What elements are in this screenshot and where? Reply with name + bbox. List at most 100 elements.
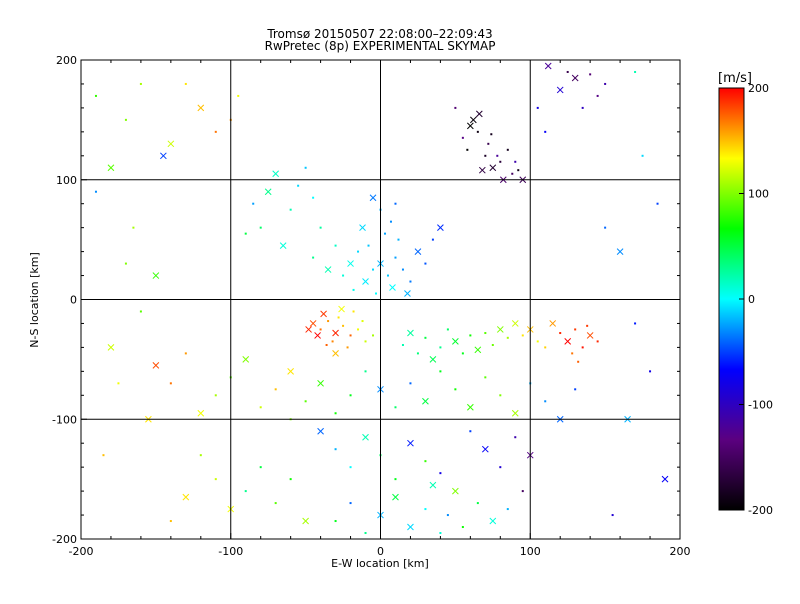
y-axis-label: N-S location [km]	[28, 252, 41, 348]
scatter-point	[304, 166, 307, 169]
scatter-point-x	[359, 224, 366, 232]
scatter-point-x	[481, 445, 489, 453]
scatter-point-x	[332, 329, 339, 337]
scatter-point	[383, 232, 386, 235]
y-tick-label: -100	[52, 413, 77, 426]
scatter-point	[409, 382, 412, 385]
scatter-point	[499, 466, 502, 469]
scatter-point	[424, 262, 427, 265]
scatter-point	[634, 70, 637, 73]
scatter-point	[566, 70, 569, 73]
scatter-point-x	[511, 409, 519, 417]
scatter-point-x	[469, 116, 477, 124]
scatter-point-x	[317, 427, 324, 435]
scatter-point-x	[369, 194, 377, 202]
scatter-point	[536, 340, 539, 343]
scatter-point	[461, 352, 464, 355]
scatter-point	[581, 106, 584, 109]
scatter-point-x	[549, 320, 557, 327]
scatter-point-x	[478, 166, 486, 174]
scatter-point-x	[167, 140, 175, 148]
scatter-point	[342, 324, 345, 327]
scatter-point-x	[279, 242, 287, 249]
colorbar-ticks: 200 100 0 -100 -200	[739, 82, 773, 517]
scatter-point	[394, 202, 397, 205]
scatter-point-x	[489, 517, 497, 525]
scatter-point	[604, 226, 607, 229]
scatter-point-x	[347, 260, 354, 267]
scatter-point-x	[338, 305, 345, 313]
chart-subtitle: RwPretec (8p) EXPERIMENTAL SKYMAP	[265, 39, 496, 53]
scatter-point	[199, 454, 202, 457]
scatter-point	[214, 478, 217, 481]
scatter-point	[487, 142, 490, 145]
scatter-point-x	[302, 517, 309, 525]
scatter-point-x	[414, 248, 422, 255]
scatter-point	[424, 508, 427, 511]
scatter-point-x	[429, 481, 437, 489]
scatter-point-x	[197, 104, 205, 112]
scatter-point	[214, 394, 217, 397]
scatter-point	[461, 136, 464, 139]
scatter-point	[352, 310, 355, 313]
scatter-point	[244, 490, 247, 493]
scatter-point-x	[392, 493, 399, 501]
scatter-point-x	[320, 310, 327, 318]
scatter-point	[446, 514, 449, 517]
scatter-point	[454, 388, 457, 391]
scatter-point	[334, 448, 337, 451]
scatter-point-x	[437, 224, 444, 232]
scatter-point	[319, 226, 322, 229]
scatter-point	[514, 160, 517, 163]
scatter-point	[124, 262, 127, 265]
scatter-point	[521, 490, 524, 493]
scatter-point	[124, 118, 127, 121]
colorbar-tick-label: 200	[748, 82, 769, 95]
scatter-point-x	[586, 332, 594, 339]
x-tick-label: -100	[218, 545, 243, 558]
scatter-point-x	[466, 403, 474, 411]
scatter-point	[431, 238, 434, 241]
scatter-point-x	[107, 344, 115, 351]
scatter-point	[394, 478, 397, 481]
scatter-point	[656, 202, 659, 205]
scatter-point	[386, 274, 389, 277]
scatter-point	[559, 332, 562, 335]
scatter-point-x	[107, 164, 115, 172]
scatter-point	[484, 376, 487, 379]
scatter-point	[544, 346, 547, 349]
colorbar-tick-label: 100	[748, 188, 769, 201]
scatter-point	[357, 328, 360, 331]
scatter-point-x	[197, 409, 205, 417]
scatter-point-x	[317, 379, 324, 387]
scatter-point	[401, 344, 404, 347]
scatter-point	[364, 340, 367, 343]
scatter-point	[469, 430, 472, 433]
scatter-point-x	[404, 290, 411, 297]
scatter-point-x	[407, 329, 414, 337]
scatter-point	[94, 190, 97, 193]
x-axis-label: E-W location [km]	[331, 557, 429, 570]
colorbar-label: [m/s]	[718, 71, 752, 86]
scatter-point	[334, 520, 337, 523]
scatter-point	[352, 288, 355, 291]
scatter-point-x	[422, 397, 429, 405]
scatter-point-x	[474, 346, 482, 354]
scatter-point-x	[324, 266, 332, 273]
scatter-point-x	[389, 284, 396, 291]
scatter-point	[596, 340, 599, 343]
scatter-point-x	[511, 320, 519, 327]
scatter-point	[611, 514, 614, 517]
scatter-point	[401, 268, 404, 271]
scatter-point	[139, 310, 142, 313]
scatter-point	[259, 226, 262, 229]
scatter-point-x	[466, 122, 474, 130]
scatter-point	[649, 370, 652, 373]
scatter-point	[372, 268, 375, 271]
scatter-point	[589, 73, 592, 76]
scatter-point-x	[556, 86, 564, 94]
scatter-point	[596, 94, 599, 97]
colorbar-tick-label: -200	[748, 504, 773, 517]
scatter-point	[325, 344, 328, 347]
